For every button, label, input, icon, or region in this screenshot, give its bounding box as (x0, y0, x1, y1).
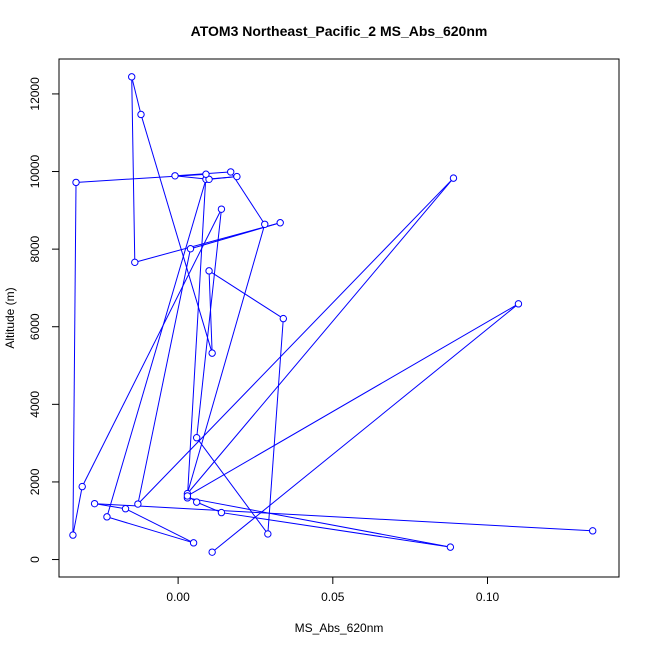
data-point (137, 110, 145, 119)
series-line-segment (267, 321, 284, 531)
series-line-segment (83, 211, 221, 484)
series-line-segment (187, 177, 207, 495)
data-point (205, 267, 213, 275)
series-points (69, 73, 597, 556)
y-tick-label: 10000 (28, 155, 42, 189)
series-line-segment (107, 182, 206, 514)
data-point (276, 219, 284, 227)
data-point (589, 527, 597, 535)
series-line-segment (211, 272, 281, 318)
data-point (134, 500, 142, 508)
series-line-segment (187, 227, 265, 491)
series-line-segment (214, 305, 517, 551)
y-axis-label: Altitude (m) (3, 287, 17, 348)
series-line-segment (131, 80, 136, 260)
data-point (217, 508, 226, 517)
series-line-segment (131, 79, 141, 112)
series-line-segment (189, 180, 452, 492)
series-lines (72, 79, 590, 551)
data-point (69, 531, 77, 539)
data-point (279, 314, 288, 323)
series-line-segment (198, 439, 267, 532)
y-tick-label: 2000 (28, 468, 42, 495)
series-line-segment (189, 305, 516, 495)
x-tick-label: 0.00 (166, 590, 190, 604)
data-point (233, 172, 241, 181)
data-point (90, 499, 99, 508)
data-point (131, 258, 139, 267)
data-point (208, 548, 216, 556)
series-line-segment (137, 223, 278, 262)
y-tick-label: 6000 (28, 313, 42, 340)
series-line-segment (224, 512, 448, 548)
series-line-segment (141, 117, 212, 351)
series-line-segment (212, 176, 234, 180)
data-point (217, 205, 226, 213)
data-point (264, 530, 272, 538)
data-point (227, 168, 235, 176)
data-point (189, 539, 198, 547)
y-tick-label: 8000 (28, 235, 42, 262)
x-axis: 0.00 0.05 0.10 (166, 577, 500, 604)
data-point (192, 434, 201, 442)
plot-frame (58, 58, 620, 578)
series-line-segment (138, 251, 191, 502)
x-tick-label: 0.10 (476, 590, 500, 604)
data-point (171, 172, 179, 180)
series-line-segment (178, 175, 206, 180)
y-tick-label: 0 (28, 556, 42, 563)
data-point (261, 220, 269, 228)
series-line-segment (79, 173, 203, 183)
y-tick-label: 12000 (28, 77, 42, 111)
data-point (449, 174, 458, 182)
data-point (192, 498, 201, 506)
series-line-segment (97, 503, 590, 532)
series-line-segment (196, 212, 222, 435)
y-axis: 0 2000 4000 6000 8000 10000 12000 (28, 77, 59, 563)
data-point (186, 245, 195, 253)
series-line-segment (109, 517, 191, 543)
data-point (128, 73, 136, 81)
series-line-segment (190, 497, 448, 548)
series-line-segment (128, 509, 191, 542)
series-line-segment (73, 489, 83, 533)
data-point (446, 543, 455, 551)
data-point (72, 178, 80, 187)
series-line-segment (199, 502, 219, 512)
x-axis-label: MS_Abs_620nm (295, 621, 384, 635)
data-point (103, 513, 111, 521)
data-point (202, 170, 210, 178)
data-point (183, 492, 192, 500)
chart-title: ATOM3 Northeast_Pacific_2 MS_Abs_620nm (191, 23, 488, 39)
data-point (78, 482, 86, 491)
series-line-segment (232, 174, 264, 222)
y-tick-label: 4000 (28, 391, 42, 418)
series-line-segment (72, 185, 77, 532)
x-tick-label: 0.05 (321, 590, 345, 604)
data-point (514, 300, 523, 308)
series-line-segment (139, 180, 452, 503)
data-point (121, 505, 130, 513)
data-point (208, 349, 216, 357)
